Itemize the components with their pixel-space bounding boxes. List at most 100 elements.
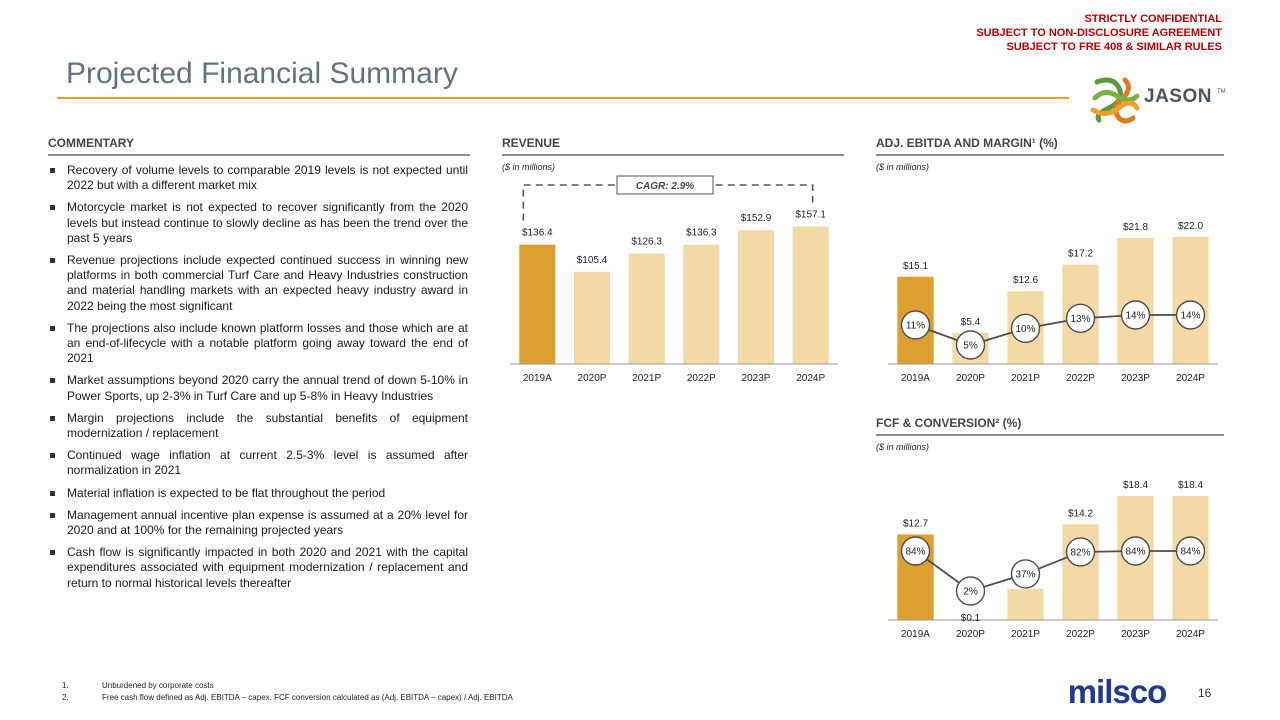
tick-label: 2021P <box>1011 373 1040 384</box>
page-title: Projected Financial Summary <box>66 57 458 90</box>
footnote-number: 1. <box>62 681 69 690</box>
data-label: $18.4 <box>1123 480 1148 491</box>
margin-label: 2% <box>963 587 978 598</box>
data-label: $12.7 <box>903 518 928 529</box>
data-label: $12.6 <box>1013 275 1038 286</box>
fcf-unit: ($ in millions) <box>876 442 930 452</box>
tick-label: 2020P <box>578 373 607 384</box>
commentary-item: Management annual incentive plan expense… <box>48 508 468 538</box>
margin-marker <box>1175 536 1206 566</box>
data-label: $22.0 <box>1178 221 1203 232</box>
cagr-box <box>616 175 714 195</box>
commentary-list: Recovery of volume levels to comparable … <box>48 163 468 598</box>
margin-label: 5% <box>963 341 978 352</box>
revenue-chart: 2019A 2020P 2021P 2022P 2023P 2024P $136.4 $105… <box>510 175 838 384</box>
tick-label: 2021P <box>1011 629 1040 640</box>
footnote-text: Unburdened by corporate costs <box>102 681 214 690</box>
margin-marker <box>1010 313 1041 344</box>
tick-label: 2019A <box>901 629 930 640</box>
commentary-item: Material inflation is expected to be fla… <box>48 486 468 501</box>
commentary-heading: COMMENTARY <box>48 136 134 150</box>
margin-marker <box>1065 303 1096 334</box>
margin-marker <box>1175 300 1206 330</box>
confidential-line-1: STRICTLY CONFIDENTIAL <box>1084 13 1222 25</box>
jason-logo-icon <box>1090 77 1140 124</box>
margin-label: 37% <box>1015 569 1035 580</box>
margin-marker <box>1120 300 1151 330</box>
confidential-line-2: SUBJECT TO NON-DISCLOSURE AGREEMENT <box>976 27 1222 39</box>
bar-2022P <box>683 244 720 364</box>
commentary-item: Cash flow is significantly impacted in b… <box>48 545 468 591</box>
tick-label: 2019A <box>901 373 930 384</box>
ebitda-unit: ($ in millions) <box>876 162 930 172</box>
bar-2021P <box>628 253 665 364</box>
margin-marker <box>955 576 986 606</box>
tick-label: 2022P <box>687 373 716 384</box>
title-divider <box>57 97 1069 99</box>
commentary-item: Continued wage inflation at current 2.5-… <box>48 448 468 478</box>
page-number: 16 <box>1198 686 1212 700</box>
margin-label: 10% <box>1015 324 1035 335</box>
data-label: $17.2 <box>1068 249 1093 260</box>
margin-label: 82% <box>1070 547 1090 558</box>
logo-trademark: TM <box>1217 89 1226 95</box>
footnote-1: 1. Unburdened by corporate costs <box>62 680 513 692</box>
tick-label: 2023P <box>1121 373 1150 384</box>
tick-label: 2021P <box>632 373 661 384</box>
tick-label: 2024P <box>1176 629 1205 640</box>
tick-label: 2023P <box>742 373 771 384</box>
commentary-item: Recovery of volume levels to comparable … <box>48 163 468 193</box>
margin-label: 14% <box>1180 311 1200 322</box>
commentary-item: The projections also include known platf… <box>48 321 468 367</box>
tick-label: 2024P <box>1176 373 1205 384</box>
tick-label: 2024P <box>796 373 825 384</box>
commentary-item: Market assumptions beyond 2020 carry the… <box>48 373 468 403</box>
confidentiality-notice: STRICTLY CONFIDENTIAL SUBJECT TO NON-DIS… <box>976 12 1222 54</box>
margin-marker <box>1010 559 1041 589</box>
tick-label: 2019A <box>523 373 552 384</box>
margin-marker <box>955 330 986 360</box>
data-label: $15.1 <box>903 261 928 272</box>
margin-label: 14% <box>1125 311 1145 322</box>
margin-label: 84% <box>1180 547 1200 558</box>
margin-label: 13% <box>1070 314 1090 325</box>
milsco-wordmark: milsco <box>1068 676 1167 708</box>
margin-label: 84% <box>1125 547 1145 558</box>
confidential-line-3: SUBJECT TO FRE 408 & SIMILAR RULES <box>1006 41 1222 53</box>
data-label: $152.9 <box>741 213 772 224</box>
bar-2021P <box>1007 589 1044 620</box>
data-label: $14.2 <box>1068 508 1093 519</box>
fcf-divider <box>876 434 1224 436</box>
margin-marker <box>1065 537 1096 567</box>
revenue-heading: REVENUE <box>502 136 561 150</box>
bar-2024P <box>792 226 829 364</box>
data-label: $21.8 <box>1123 222 1148 233</box>
tick-label: 2020P <box>956 373 985 384</box>
ebitda-divider <box>876 154 1224 156</box>
data-label: $126.3 <box>631 236 662 247</box>
margin-label: 84% <box>905 547 925 558</box>
logo-wordmark: JASON <box>1144 86 1212 107</box>
commentary-item: Margin projections include the substanti… <box>48 411 468 441</box>
commentary-item: Revenue projections include expected con… <box>48 253 468 314</box>
data-label: $157.1 <box>795 210 826 221</box>
fcf-chart: 2019A 2020P 2021P 2022P 2023P 2024P $12.7 $0.1 $… <box>888 480 1218 640</box>
data-label: $105.4 <box>577 255 608 266</box>
footnote-text: Free cash flow defined as Adj. EBITDA – … <box>102 693 513 702</box>
margin-marker <box>900 310 931 340</box>
cagr-label: CAGR: 2.9% <box>636 181 694 192</box>
data-label: $136.4 <box>522 228 553 239</box>
tick-label: 2020P <box>956 629 985 640</box>
footnote-number: 2. <box>62 693 69 702</box>
data-label: $18.4 <box>1178 480 1203 491</box>
footnote-2: 2. Free cash flow defined as Adj. EBITDA… <box>62 692 513 704</box>
fcf-heading: FCF & CONVERSION² (%) <box>876 416 1022 430</box>
ebitda-chart: 2019A 2020P 2021P 2022P 2023P 2024P $15.1 $5.4 $… <box>888 221 1218 384</box>
tick-label: 2022P <box>1066 629 1095 640</box>
tick-label: 2022P <box>1066 373 1095 384</box>
footnotes: 1. Unburdened by corporate costs 2. Free… <box>62 680 513 704</box>
revenue-divider <box>502 154 844 156</box>
margin-label: 11% <box>906 321 925 332</box>
commentary-item: Motorcycle market is not expected to rec… <box>48 200 468 246</box>
ebitda-heading: ADJ. EBITDA AND MARGIN¹ (%) <box>876 136 1058 150</box>
